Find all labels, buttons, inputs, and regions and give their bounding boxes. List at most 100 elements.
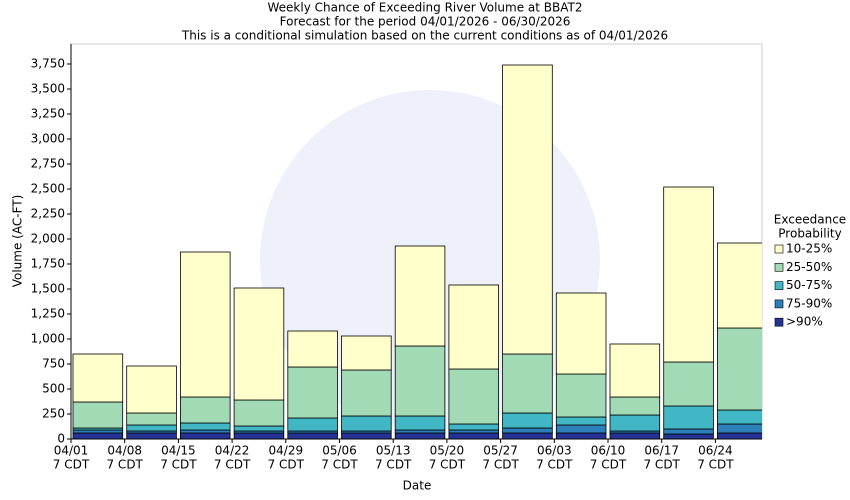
x-tick-label: 06/03	[537, 444, 572, 458]
bar-segment	[448, 284, 499, 370]
x-tick-sublabel: 7 CDT	[536, 458, 573, 472]
y-tick-label: 3,000	[31, 132, 65, 146]
x-tick-label: 05/06	[322, 444, 357, 458]
bar-segment	[609, 396, 661, 416]
y-axis-label: Volume (AC-FT)	[11, 195, 25, 288]
legend-swatch	[774, 299, 784, 309]
bar-segment	[287, 366, 338, 419]
bar-segment	[663, 428, 714, 435]
x-tick-label: 06/17	[644, 444, 679, 458]
legend-label: 10-25%	[786, 242, 832, 256]
x-tick-label: 04/22	[215, 444, 250, 458]
legend-swatch	[774, 244, 784, 254]
bar-segment	[448, 429, 499, 434]
bar-segment	[502, 432, 553, 440]
x-tick-sublabel: 7 CDT	[697, 458, 734, 472]
bar-segment	[448, 423, 499, 431]
legend-label: 75-90%	[786, 296, 832, 310]
chart-title: Weekly Chance of Exceeding River Volume …	[268, 1, 583, 15]
y-tick-label: 2,500	[31, 182, 65, 196]
bar-segment	[448, 368, 499, 425]
bar-segment	[126, 432, 177, 440]
y-tick-label: 2,250	[31, 207, 65, 221]
x-tick-label: 04/08	[107, 444, 142, 458]
x-tick-sublabel: 7 CDT	[429, 458, 466, 472]
bar-segment	[233, 399, 285, 427]
x-tick-label: 05/13	[376, 444, 411, 458]
y-tick-label: 750	[42, 357, 65, 371]
x-tick-sublabel: 7 CDT	[590, 458, 627, 472]
x-tick-sublabel: 7 CDT	[214, 458, 251, 472]
x-tick-label: 05/20	[430, 444, 465, 458]
x-tick-label: 04/01	[54, 444, 89, 458]
bar-segment	[233, 287, 285, 401]
y-tick-label: 2,750	[31, 157, 65, 171]
x-tick-sublabel: 7 CDT	[482, 458, 519, 472]
bar-segment	[394, 245, 446, 347]
bar-segment	[287, 432, 338, 440]
bar-segment	[126, 365, 177, 414]
bar-segment	[341, 415, 392, 432]
y-tick-label: 500	[42, 382, 65, 396]
bar-segment	[394, 432, 446, 440]
y-tick-label: 3,750	[31, 57, 65, 71]
x-tick-sublabel: 7 CDT	[106, 458, 143, 472]
bar-segment	[394, 345, 446, 417]
x-tick-sublabel: 7 CDT	[375, 458, 412, 472]
legend-swatch	[774, 281, 784, 290]
bar-segment	[448, 432, 499, 440]
x-tick-label: 06/24	[698, 444, 733, 458]
bar-segment	[72, 432, 124, 440]
bar-segment	[502, 353, 553, 414]
y-tick-label: 1,500	[31, 282, 65, 296]
chart-subtitle: Forecast for the period 04/01/2026 - 06/…	[280, 15, 571, 29]
y-tick-label: 1,000	[31, 332, 65, 346]
bar-segment	[179, 396, 231, 424]
legend-title: Probability	[778, 227, 841, 241]
bar-segment	[555, 292, 607, 375]
bar-segment	[394, 429, 446, 434]
chart-subtitle: This is a conditional simulation based o…	[181, 29, 668, 43]
legend-label: 50-75%	[786, 278, 832, 292]
bar-segment	[502, 427, 553, 434]
x-tick-label: 04/15	[161, 444, 196, 458]
bar-segment	[555, 424, 607, 434]
legend-title: Exceedance	[774, 213, 846, 227]
x-tick-sublabel: 7 CDT	[160, 458, 197, 472]
x-tick-label: 05/27	[483, 444, 518, 458]
bar-segment	[72, 401, 124, 429]
x-tick-label: 04/29	[269, 444, 304, 458]
bar-segment	[179, 432, 231, 440]
bar-segment	[663, 405, 714, 430]
bar-segment	[72, 429, 124, 434]
x-tick-sublabel: 7 CDT	[268, 458, 305, 472]
bar-segment	[717, 409, 762, 425]
bar-segment	[502, 412, 553, 429]
bars	[72, 64, 762, 440]
bar-segment	[341, 369, 392, 417]
bar-segment	[233, 432, 285, 440]
legend-label: 25-50%	[786, 260, 832, 274]
x-tick-sublabel: 7 CDT	[321, 458, 358, 472]
y-tick-label: 0	[57, 432, 65, 446]
legend-label: >90%	[786, 315, 823, 329]
bar-segment	[555, 416, 607, 426]
bar-segment	[179, 251, 231, 398]
y-tick-label: 2,000	[31, 232, 65, 246]
y-tick-label: 250	[42, 407, 65, 421]
bar-segment	[609, 343, 661, 398]
bar-segment	[126, 424, 177, 432]
bar-segment	[179, 422, 231, 431]
bar-segment	[341, 335, 392, 371]
bar-segment	[609, 414, 661, 432]
bar-segment	[126, 412, 177, 426]
y-tick-label: 3,250	[31, 107, 65, 121]
y-tick-label: 3,500	[31, 82, 65, 96]
bar-segment	[287, 417, 338, 432]
bar-segment	[179, 429, 231, 434]
bar-segment	[394, 415, 446, 431]
x-tick-sublabel: 7 CDT	[643, 458, 680, 472]
legend-swatch	[774, 262, 784, 272]
bar-segment	[663, 433, 714, 440]
